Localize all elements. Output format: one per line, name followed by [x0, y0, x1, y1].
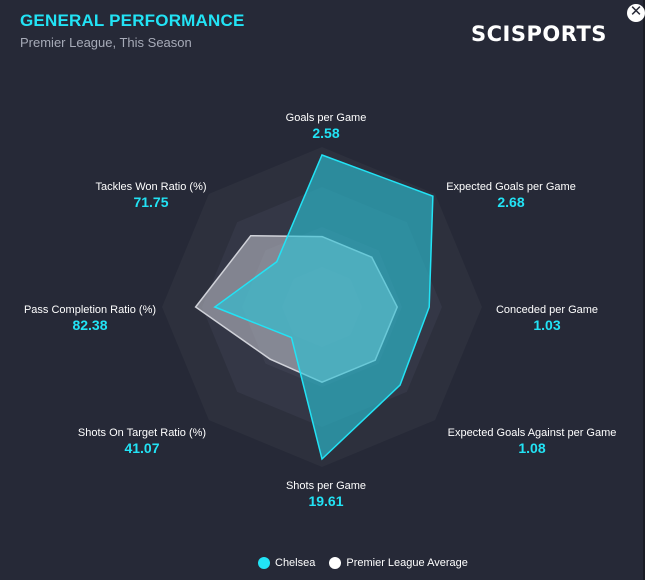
legend-item-chelsea[interactable]: Chelsea: [258, 557, 315, 569]
legend-label-average: Premier League Average: [346, 557, 468, 569]
axis-value-0: 2.58: [312, 125, 339, 141]
axis-value-4: 19.61: [308, 493, 343, 509]
page-title: GENERAL PERFORMANCE: [20, 11, 245, 30]
close-button[interactable]: ✕: [627, 3, 645, 22]
close-icon: ✕: [629, 3, 643, 20]
axis-label-3: Expected Goals Against per Game: [448, 427, 617, 439]
axis-label-5: Shots On Target Ratio (%): [78, 427, 206, 439]
brand-logo: SCISPORTS: [471, 22, 607, 46]
axis-value-2: 1.03: [533, 317, 560, 333]
axis-value-7: 71.75: [133, 194, 168, 210]
axis-label-0: Goals per Game: [286, 112, 367, 124]
axis-label-7: Tackles Won Ratio (%): [95, 181, 206, 193]
radar-series-chelsea[interactable]: [213, 154, 434, 461]
legend-dot-chelsea: [258, 557, 270, 569]
axis-value-1: 2.68: [497, 194, 524, 210]
chart-legend: Chelsea Premier League Average: [258, 557, 482, 569]
legend-item-average[interactable]: Premier League Average: [329, 557, 468, 569]
axis-value-3: 1.08: [518, 440, 545, 456]
legend-dot-average: [329, 557, 342, 569]
axis-value-5: 41.07: [124, 440, 159, 456]
axis-label-2: Conceded per Game: [496, 304, 598, 316]
axis-label-6: Pass Completion Ratio (%): [24, 304, 156, 316]
axis-label-1: Expected Goals per Game: [446, 181, 576, 193]
page-subtitle: Premier League, This Season: [20, 35, 192, 50]
axis-value-6: 82.38: [72, 317, 107, 333]
axis-label-4: Shots per Game: [286, 480, 366, 492]
legend-label-chelsea: Chelsea: [275, 557, 316, 569]
